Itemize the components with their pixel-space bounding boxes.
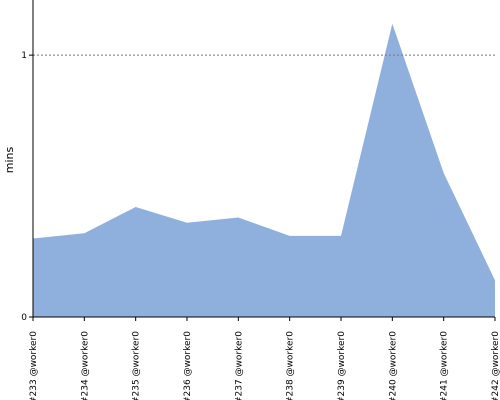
plot-area [33, 23, 495, 318]
x-tick-label: #242 @worker0 [491, 331, 500, 400]
x-axis-ticks: #233 @worker0 #234 @worker0 #235 @worker0 #… [29, 317, 500, 400]
x-tick-label: #239 @worker0 [337, 331, 347, 400]
x-tick-label: #241 @worker0 [440, 331, 450, 400]
y-tick-label: 0 [21, 313, 27, 323]
x-tick-label: #233 @worker0 [29, 331, 39, 400]
x-tick-label: #235 @worker0 [132, 331, 142, 400]
x-tick-label: #238 @worker0 [286, 331, 296, 400]
y-axis-title: mins [3, 146, 16, 173]
x-tick-label: #240 @worker0 [388, 331, 398, 400]
x-tick-label: #234 @worker0 [80, 331, 90, 400]
x-tick-label: #237 @worker0 [234, 331, 244, 400]
y-tick-label: 1 [21, 51, 27, 61]
x-tick-label: #236 @worker0 [183, 331, 193, 400]
y-axis-ticks: 01 [21, 51, 33, 323]
area-series [33, 23, 495, 318]
